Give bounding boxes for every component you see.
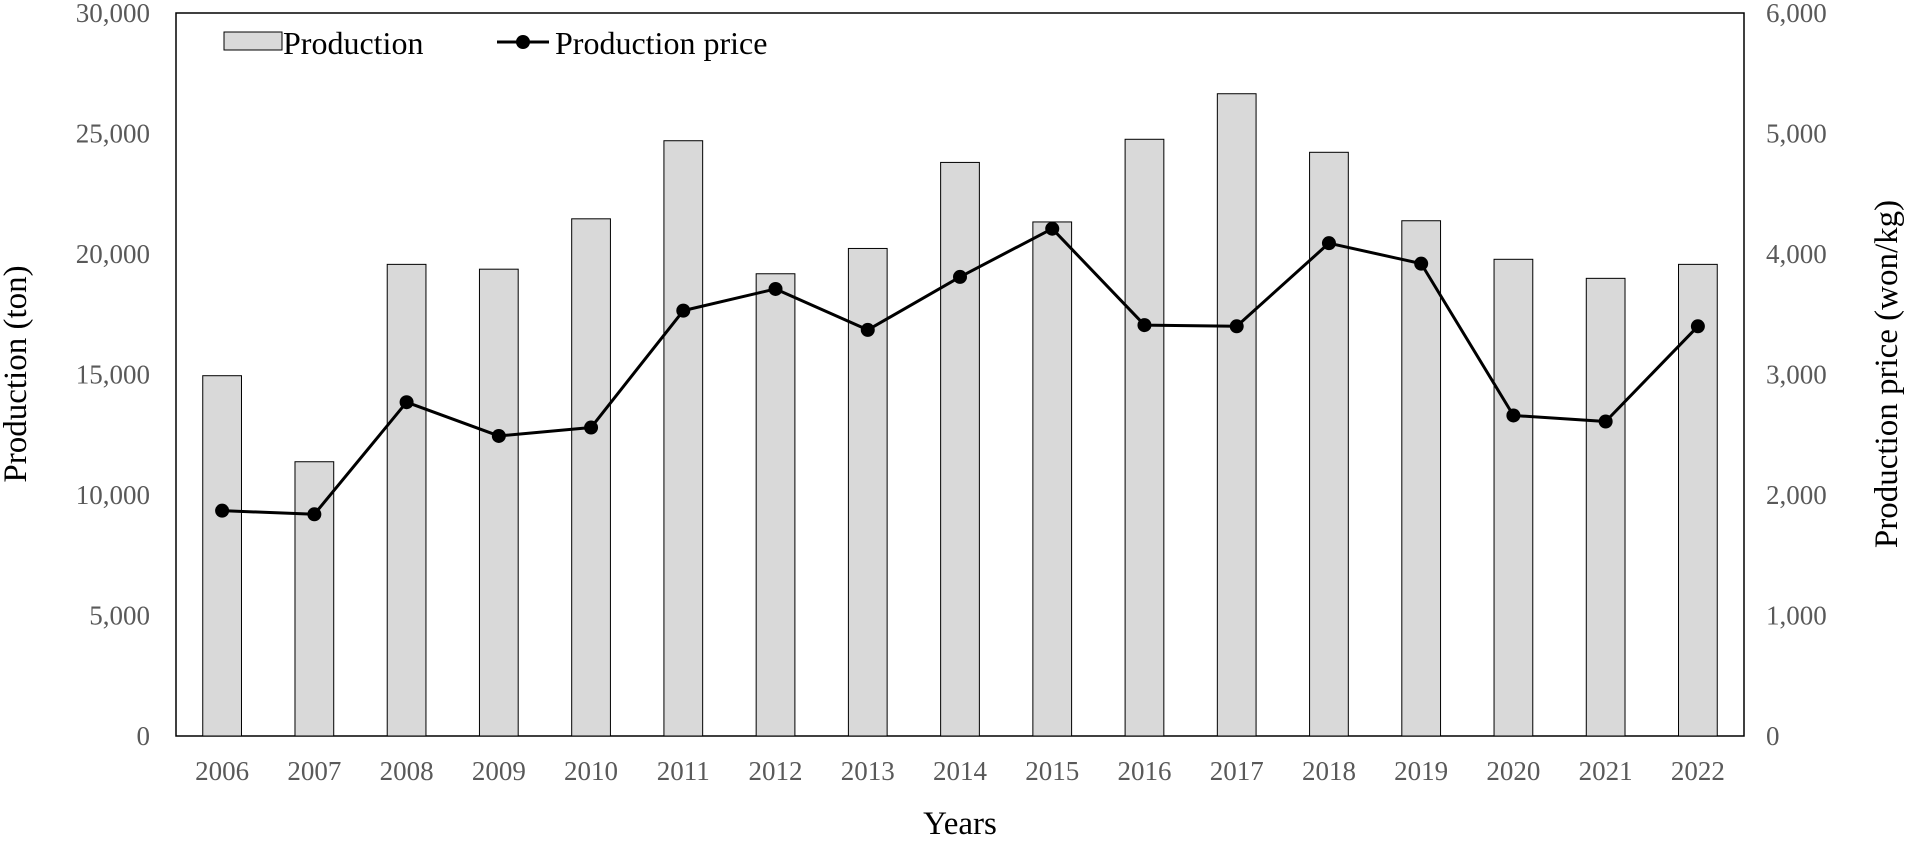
legend-label-production-price: Production price (555, 25, 767, 61)
y-right-tick-label: 2,000 (1766, 480, 1827, 510)
line-series-production-price (215, 221, 1705, 522)
x-tick-label-2008: 2008 (380, 756, 434, 786)
y-left-tick-label: 25,000 (76, 119, 150, 149)
x-tick-label-2021: 2021 (1579, 756, 1633, 786)
legend: Production Production price (223, 25, 767, 61)
x-tick-label-2017: 2017 (1210, 756, 1264, 786)
legend-marker-production-price (516, 35, 530, 49)
y-left-tick-label: 15,000 (76, 360, 150, 390)
legend-swatch-production (223, 31, 283, 51)
y-left-tick-label: 20,000 (76, 239, 150, 269)
bar-production-2012 (755, 273, 796, 737)
y-axis-right-title: Production price (won/kg) (1869, 200, 1905, 548)
y-left-tick-label: 10,000 (76, 480, 150, 510)
bar-production-2008 (386, 263, 427, 737)
bar-production-2019 (1401, 220, 1442, 737)
y-axis-right-ticks: 0 1,000 2,000 3,000 4,000 5,000 6,000 (1766, 0, 1827, 751)
x-tick-label-2022: 2022 (1671, 756, 1725, 786)
point-production-price-2013 (860, 322, 875, 337)
y-right-tick-label: 5,000 (1766, 119, 1827, 149)
x-tick-label-2010: 2010 (564, 756, 618, 786)
point-production-price-2007 (307, 507, 322, 522)
point-production-price-2014 (953, 269, 967, 284)
y-right-tick-label: 3,000 (1766, 360, 1827, 390)
x-tick-label-2006: 2006 (195, 756, 249, 786)
point-production-price-2015 (1045, 221, 1060, 236)
bar-production-2006 (202, 375, 242, 737)
bar-production-2009 (478, 268, 519, 737)
y-left-tick-label: 5,000 (89, 601, 150, 631)
x-tick-label-2020: 2020 (1486, 756, 1540, 786)
bar-production-2010 (571, 218, 611, 737)
point-production-price-2020 (1506, 408, 1521, 423)
point-production-price-2022 (1690, 319, 1705, 334)
y-right-tick-label: 1,000 (1766, 601, 1827, 631)
x-tick-label-2011: 2011 (657, 756, 710, 786)
x-tick-label-2019: 2019 (1394, 756, 1448, 786)
bar-series-production (202, 93, 1718, 737)
x-tick-label-2012: 2012 (749, 756, 803, 786)
x-axis-ticks: 2006 2007 2008 2009 2010 2011 2012 2013 2014 2015… (195, 756, 1725, 786)
y-right-tick-label: 4,000 (1766, 239, 1827, 269)
point-production-price-2016 (1137, 318, 1152, 333)
point-production-price-2018 (1321, 236, 1336, 251)
bar-production-2015 (1032, 221, 1073, 737)
y-axis-left-title: Production (ton) (0, 265, 34, 482)
bar-production-2021 (1585, 277, 1626, 737)
x-tick-label-2014: 2014 (933, 756, 988, 786)
point-production-price-2012 (768, 281, 783, 296)
x-tick-label-2018: 2018 (1302, 756, 1356, 786)
point-production-price-2008 (399, 395, 414, 410)
y-axis-left-ticks: 0 5,000 10,000 15,000 20,000 25,000 30,000 (76, 0, 150, 751)
bar-production-2014 (940, 161, 980, 737)
point-production-price-2019 (1414, 256, 1429, 271)
y-right-tick-label: 0 (1766, 721, 1780, 751)
x-tick-label-2016: 2016 (1117, 756, 1171, 786)
bar-production-2016 (1124, 138, 1165, 737)
y-right-tick-label: 6,000 (1766, 0, 1827, 28)
bar-production-2020 (1493, 258, 1534, 737)
point-production-price-2011 (676, 303, 691, 318)
y-left-tick-label: 0 (137, 721, 151, 751)
x-tick-label-2007: 2007 (287, 756, 341, 786)
x-tick-label-2013: 2013 (841, 756, 895, 786)
point-production-price-2017 (1229, 319, 1244, 334)
bar-production-2007 (294, 461, 335, 737)
x-tick-label-2015: 2015 (1025, 756, 1079, 786)
point-production-price-2010 (584, 420, 599, 435)
x-axis-title: Years (923, 806, 997, 842)
point-production-price-2006 (215, 503, 230, 518)
bar-production-2022 (1678, 263, 1718, 737)
bar-production-2011 (663, 140, 704, 737)
point-production-price-2021 (1598, 414, 1613, 429)
y-left-tick-label: 30,000 (76, 0, 150, 28)
x-tick-label-2009: 2009 (472, 756, 526, 786)
point-production-price-2009 (491, 428, 506, 443)
bar-production-2017 (1216, 93, 1257, 737)
legend-label-production: Production (283, 25, 423, 61)
